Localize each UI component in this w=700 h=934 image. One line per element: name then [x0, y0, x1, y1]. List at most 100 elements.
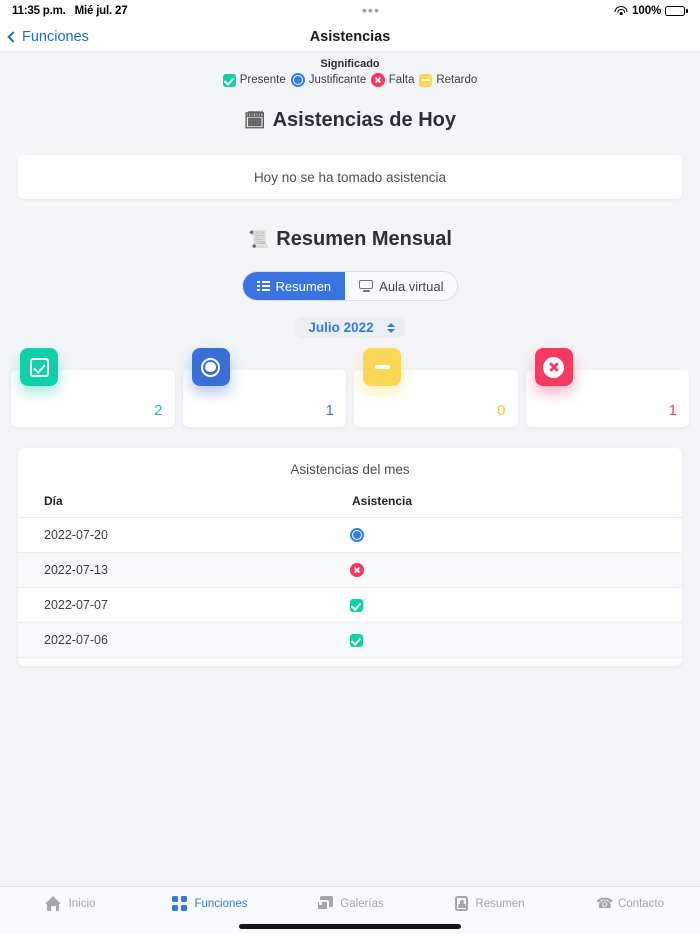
chevron-left-icon: [7, 30, 19, 43]
cell-status: [350, 587, 682, 623]
legend-label: Presente: [239, 74, 286, 86]
legend-item-justificante: Justificante: [290, 73, 367, 87]
table-row[interactable]: 2022-07-07: [18, 587, 682, 623]
cell-status: [350, 517, 682, 553]
contact-card-icon: [455, 896, 469, 911]
legend-title: Significado: [320, 58, 380, 70]
x-circle-icon: [350, 563, 364, 577]
stat-cards: 2 1 0 1: [0, 348, 700, 427]
stat-value: 2: [154, 402, 163, 419]
legend-item-falta: Falta: [371, 73, 414, 87]
table-title: Asistencias del mes: [290, 462, 410, 477]
tab-aula-virtual[interactable]: Aula virtual: [345, 272, 458, 300]
cell-day: 2022-07-13: [18, 552, 350, 588]
check-square-icon: [350, 598, 363, 612]
wifi-icon: [614, 6, 628, 16]
legend-item-presente: Presente: [222, 73, 286, 87]
minus-square-icon: [419, 73, 433, 87]
nav-bar: Funciones Asistencias: [0, 22, 700, 52]
stat-card-retardo[interactable]: 0: [354, 348, 518, 427]
today-empty-message: Hoy no se ha tomado asistencia: [253, 169, 447, 185]
cell-day: 2022-07-07: [18, 587, 350, 623]
calendar-icon: 🗓: [243, 111, 266, 130]
tab-aula-virtual-label: Aula virtual: [379, 278, 444, 294]
table-row[interactable]: 2022-07-20: [18, 517, 682, 553]
status-dots: •••: [362, 3, 381, 18]
page-title: Asistencias: [309, 28, 391, 45]
tab-resumen-label: Resumen: [275, 278, 332, 294]
record-circle-icon: [290, 73, 305, 87]
status-time: 11:35 p.m.: [12, 5, 66, 17]
tab-resumen[interactable]: Resumen: [420, 896, 560, 911]
legend-items: Presente Justificante Falta Retardo: [0, 73, 700, 87]
record-circle-icon: [350, 528, 364, 542]
today-heading-label: Asistencias de Hoy: [272, 109, 456, 131]
table-header-row: Día Asistencia: [18, 489, 682, 518]
legend-label: Falta: [388, 74, 415, 86]
stat-value: 1: [325, 402, 334, 419]
month-attendance-table-card: Asistencias del mes Día Asistencia 2022-…: [18, 448, 682, 666]
stat-card-justificante[interactable]: 1: [182, 348, 346, 427]
cell-day: 2022-07-20: [18, 517, 350, 553]
grid-icon: [172, 896, 188, 911]
tab-galerias[interactable]: Galerías: [280, 896, 420, 911]
tab-galerias-label: Galerías: [340, 897, 384, 910]
minus-square-icon: [363, 348, 401, 386]
bottom-tab-bar: Inicio Funciones Galerías Resumen ☎ Cont…: [0, 886, 700, 934]
column-header-asistencia: Asistencia: [350, 489, 682, 518]
legend-label: Justificante: [308, 74, 367, 86]
x-circle-icon: [371, 73, 385, 87]
tab-contacto-label: Contacto: [617, 897, 665, 910]
month-attendance-table: Día Asistencia 2022-07-20 2022-07-13: [18, 489, 682, 658]
check-square-icon: [20, 348, 58, 386]
back-button[interactable]: Funciones: [0, 29, 89, 45]
tab-contacto[interactable]: ☎ Contacto: [560, 896, 700, 911]
list-icon: [256, 280, 270, 292]
images-icon: [316, 896, 334, 911]
stat-value: 1: [668, 402, 677, 419]
month-select[interactable]: Julio 2022: [295, 317, 405, 338]
segmented-control: Resumen Aula virtual: [241, 271, 459, 301]
cell-status: [350, 622, 682, 658]
home-indicator: [239, 924, 461, 929]
tab-resumen[interactable]: Resumen: [242, 272, 346, 300]
tab-inicio-label: Inicio: [68, 897, 96, 910]
tab-funciones-label: Funciones: [194, 897, 248, 910]
monthly-heading-label: Resumen Mensual: [276, 228, 452, 250]
tab-resumen-label: Resumen: [475, 897, 525, 910]
record-circle-icon: [191, 348, 230, 386]
table-row[interactable]: 2022-07-13: [18, 552, 682, 588]
tab-funciones[interactable]: Funciones: [140, 896, 280, 911]
month-picker-wrap: Julio 2022: [0, 317, 700, 338]
cell-day: 2022-07-06: [18, 622, 350, 658]
table-row[interactable]: 2022-07-06: [18, 622, 682, 658]
view-switcher: Resumen Aula virtual: [0, 271, 700, 301]
chevron-up-down-icon: [386, 321, 396, 335]
cell-status: [350, 552, 682, 588]
status-bar-right: 100%: [614, 5, 688, 17]
today-empty-card: Hoy no se ha tomado asistencia: [18, 155, 682, 199]
stat-card-presente[interactable]: 2: [11, 348, 175, 427]
month-select-value: Julio 2022: [308, 320, 374, 335]
today-heading: 🗓 Asistencias de Hoy: [0, 109, 700, 132]
column-header-dia: Día: [18, 489, 350, 518]
stat-value: 0: [497, 402, 506, 419]
stat-card-falta[interactable]: 1: [525, 348, 689, 427]
status-bar-left: 11:35 p.m. Mié jul. 27: [12, 5, 128, 17]
legend-item-retardo: Retardo: [419, 73, 478, 87]
status-date: Mié jul. 27: [74, 5, 128, 17]
legend-label: Retardo: [436, 74, 478, 86]
legend: Significado Presente Justificante Falta …: [0, 52, 700, 87]
phone-icon: ☎: [595, 895, 614, 911]
battery-percent: 100%: [631, 5, 662, 17]
monitor-icon: [359, 280, 374, 292]
back-button-label: Funciones: [22, 28, 89, 45]
tab-inicio[interactable]: Inicio: [0, 896, 140, 911]
scroll-document-icon: 📜: [248, 230, 270, 249]
x-circle-icon: [534, 348, 573, 386]
home-icon: [44, 896, 62, 911]
battery-full-icon: [665, 6, 688, 16]
monthly-heading: 📜 Resumen Mensual: [0, 228, 700, 251]
check-square-icon: [222, 73, 236, 87]
